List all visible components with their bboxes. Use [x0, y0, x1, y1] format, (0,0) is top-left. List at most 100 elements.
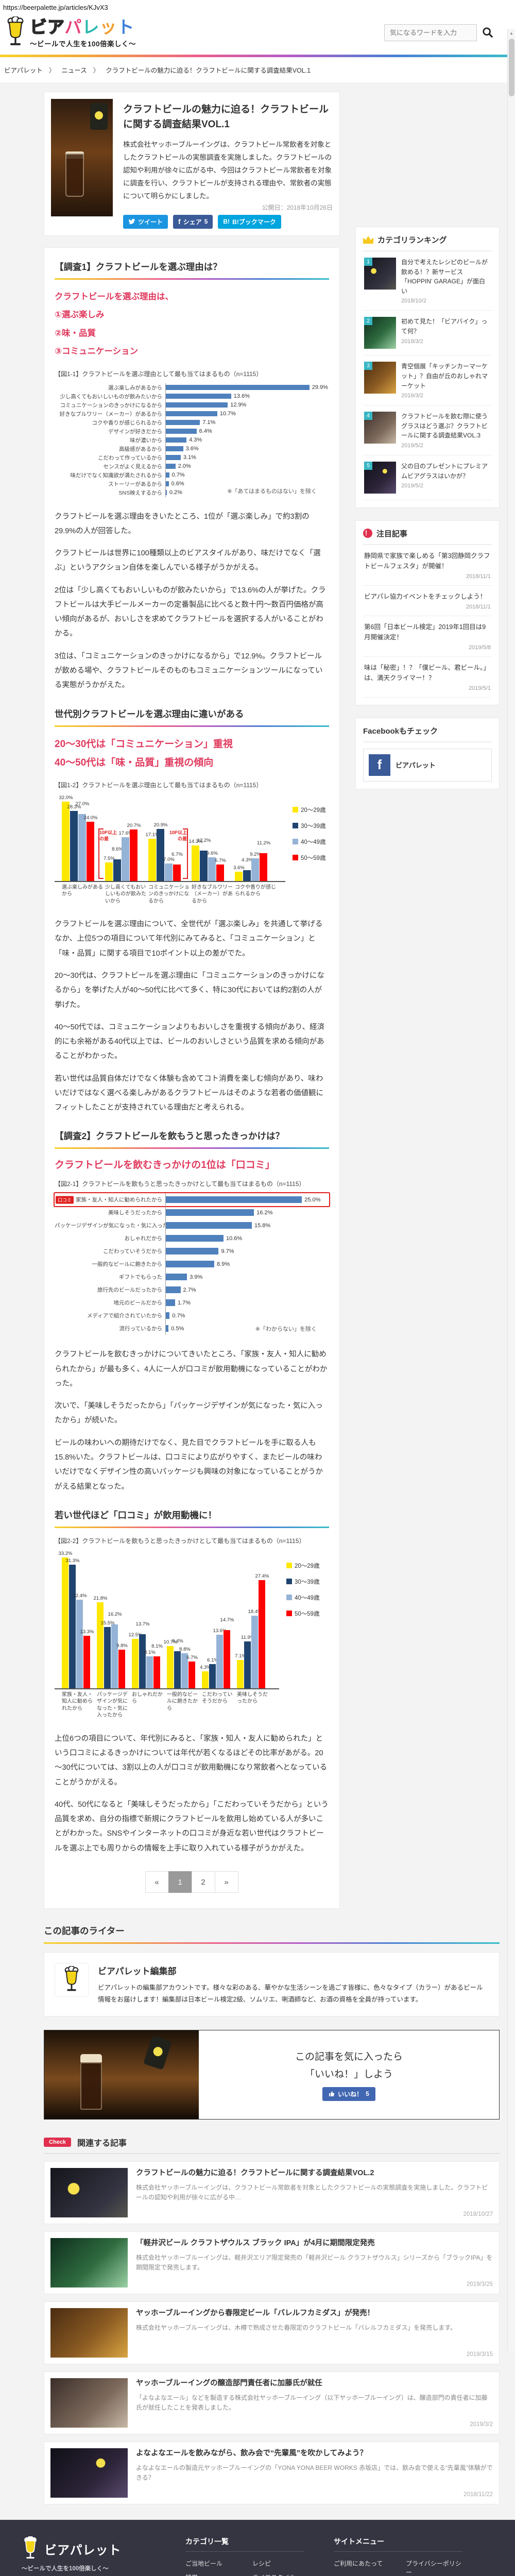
bar: [251, 1616, 258, 1688]
bar: [166, 394, 231, 399]
writer-avatar[interactable]: [55, 1963, 89, 1997]
pagination-next[interactable]: »: [215, 1871, 238, 1893]
footer-category-link[interactable]: 雑学: [185, 2573, 237, 2576]
value-label: 7.0%: [163, 857, 175, 862]
related-article-thumbnail: [50, 2378, 128, 2428]
footer-category-link[interactable]: ご当地ビール: [185, 2559, 237, 2568]
facebook-page-plugin[interactable]: f ビアパレット: [363, 749, 492, 782]
search-input[interactable]: [384, 24, 477, 41]
value-label: 10.7%: [220, 411, 236, 417]
featured-item[interactable]: 第6回「日本ビール検定」2019年1回目は9月開催決定！ 2019/5/8: [363, 616, 492, 657]
related-article-title[interactable]: ヤッホーブルーイングから春限定ビール「バレルフカミダス」が発売！: [136, 2308, 493, 2319]
ranking-item[interactable]: 4 クラフトビールを飲む際に使うグラスはどう選ぶ？クラフトビールに関する調査結果…: [363, 405, 492, 455]
ranking-item[interactable]: 1 自分で考えたレシピのビールが飲める！？新サービス「HOPPIN' GARAG…: [363, 251, 492, 311]
paragraph: 2位は「少し高くてもおいしいものが飲みたいから」で13.6%の人が挙げた。クラフ…: [55, 583, 329, 641]
bar: [166, 455, 181, 460]
related-article-card[interactable]: ヤッホーブルーイングの醸造部門責任者に加藤氏が就任 「よなよなエール」などを製造…: [44, 2371, 500, 2434]
related-article-card[interactable]: ヤッホーブルーイングから春限定ビール「バレルフカミダス」が発売！ 株式会社ヤッホ…: [44, 2301, 500, 2364]
footer-menu-link[interactable]: ご利用にあたって: [334, 2559, 390, 2576]
bar: [174, 1651, 181, 1688]
footer-tagline: ～ビールで人生を100倍楽しく～: [22, 2564, 156, 2572]
related-article-title[interactable]: クラフトビールの魅力に迫る！クラフトビールに関する調査結果VOL.2: [136, 2168, 493, 2179]
bar: [260, 853, 267, 881]
scrollbar-up-arrow[interactable]: ▲: [508, 29, 515, 36]
value-label: 33.2%: [59, 1551, 73, 1556]
value-label: 9.6%: [207, 851, 218, 856]
value-label: 8.9%: [217, 1261, 230, 1267]
facebook-page-name: ビアパレット: [396, 760, 436, 770]
hero-glass-shape: [65, 154, 84, 197]
scrollbar-thumb[interactable]: [509, 39, 514, 96]
paragraph: 40代、50代になると「美味しそうだったから」「こだわっていそうだから」という品…: [55, 1798, 329, 1856]
site-logo[interactable]: ビアパレット ～ビールで人生を100倍楽しく～: [4, 16, 136, 48]
related-article-title[interactable]: よなよなエールを飲みながら、飲み会で“先輩風”を吹かしてみよう？: [136, 2448, 493, 2460]
footer-menu-link[interactable]: プライバシーポリシー: [406, 2559, 462, 2576]
bar: [104, 1627, 111, 1688]
sidebar: カテゴリランキング 1 自分で考えたレシピのビールが飲める！？新サービス「HOP…: [355, 227, 500, 802]
diff-annotation: 10P以上の差: [99, 830, 119, 842]
ranking-item[interactable]: 5 父の日のプレゼントにプレミアムビアグラスはいかが？2019/5/2: [363, 455, 492, 500]
facebook-share-button[interactable]: f シェア 5: [173, 215, 213, 229]
related-articles-section: Check 関連する記事 クラフトビールの魅力に迫る！クラフトビールに関する調査…: [44, 2136, 500, 2504]
scrollbar[interactable]: ▲: [507, 29, 515, 2350]
footer-category-link[interactable]: ライフスタイル: [252, 2573, 304, 2576]
hatena-bookmark-button[interactable]: B! B!ブックマーク: [218, 215, 281, 229]
featured-item[interactable]: ビアパレ協力イベントをチェックしよう！ 2018/11/1: [363, 586, 492, 616]
bar: [167, 1646, 174, 1688]
bar: [166, 1235, 224, 1242]
paragraph: 40～50代では、コミュニケーションよりもおいしさを重視する傾向があり、経済的に…: [55, 1020, 329, 1064]
breadcrumb-news[interactable]: ニュース: [61, 67, 87, 74]
search-icon[interactable]: [482, 27, 493, 38]
bar-track: 4.3%: [165, 436, 329, 445]
section-underline: [55, 278, 329, 280]
related-article-card[interactable]: クラフトビールの魅力に迫る！クラフトビールに関する調査結果VOL.2 株式会社ヤ…: [44, 2161, 500, 2224]
ranking-item-date: 2019/5/2: [401, 443, 491, 449]
category-label: デザインが好きだから: [55, 428, 165, 435]
pagination-page[interactable]: 2: [192, 1871, 215, 1893]
category-label: おしゃれだから: [132, 1691, 167, 1719]
bar: [165, 863, 173, 881]
related-article-card[interactable]: よなよなエールを飲みながら、飲み会で“先輩風”を吹かしてみよう？ よなよなエール…: [44, 2442, 500, 2504]
featured-item[interactable]: 味は「秘密」！？「僕ビール、君ビール。」は、満天クライマー！？ 2019/5/1: [363, 657, 492, 698]
featured-item[interactable]: 静岡県で家族で楽しめる「第3回静岡クラフトビールフェスタ」が開催！ 2018/1…: [363, 545, 492, 586]
footer-category-link[interactable]: レシピ: [252, 2559, 304, 2568]
beer-glass-logo-icon: [22, 2536, 39, 2561]
bar: [166, 446, 183, 451]
plot: 32.0%28.3%27.0%24.0%7.5%8.6%17.6%20.7%10…: [55, 794, 285, 882]
bar: [62, 1557, 68, 1688]
chart-figure-1-1: 【図1-1】クラフトビールを選ぶ理由として最も当てはまるもの（n=1115）選ぶ…: [55, 369, 329, 497]
category-label: 地元のビールだから: [55, 1299, 165, 1307]
category-labels: 家族・友人・知人に勧められたからパッケージデザインが気になった・気に入ったからお…: [55, 1689, 279, 1719]
bar: [166, 490, 167, 495]
writer-heading: この記事のライター: [44, 1924, 500, 1937]
bar-track: 1.7%: [165, 1296, 329, 1309]
pagination-page[interactable]: 1: [168, 1871, 192, 1893]
ranking-thumbnail: 2: [364, 317, 396, 349]
related-article-card[interactable]: 「軽井沢ビール クラフトザウルス ブラック IPA」が4月に期間限定発売 株式会…: [44, 2231, 500, 2294]
pagination-prev[interactable]: «: [145, 1871, 169, 1893]
chart-title: 【図1-1】クラフトビールを選ぶ理由として最も当てはまるもの（n=1115）: [55, 369, 329, 378]
related-article-title[interactable]: ヤッホーブルーイングの醸造部門責任者に加藤氏が就任: [136, 2378, 493, 2389]
bar-track: 29.9%: [165, 383, 329, 392]
bar-group: 4.3%6.1%13.6%14.7%: [202, 1550, 231, 1688]
tweet-button[interactable]: ツイート: [123, 215, 168, 229]
featured-heading: 注目記事: [376, 528, 407, 539]
ranking-item[interactable]: 2 初めて見た！「ビアバイク」って何？2019/3/2: [363, 311, 492, 355]
facebook-like-button[interactable]: いいね！ 5: [322, 2087, 375, 2101]
chart-area: 33.2%31.3%22.4%13.3%21.8%15.5%16.2%9.8%1…: [55, 1550, 329, 1719]
legend-item: 20～29歳: [286, 1562, 320, 1570]
category-label: 高級感があるから: [55, 445, 165, 453]
breadcrumb-home[interactable]: ビアパレット: [4, 67, 43, 74]
category-label: コクや香りが感じられるから: [235, 884, 278, 905]
related-article-title[interactable]: 「軽井沢ビール クラフトザウルス ブラック IPA」が4月に期間限定発売: [136, 2238, 493, 2249]
legend-swatch: [293, 823, 298, 828]
legend-swatch: [286, 1579, 292, 1584]
like-box-image: [44, 2030, 199, 2119]
value-label: 11.2%: [257, 840, 270, 846]
section-heading-generation: 世代別クラフトビールを選ぶ理由に違いがある: [55, 707, 329, 720]
legend-swatch: [293, 807, 298, 812]
beer-glass-logo-icon: [4, 16, 27, 48]
related-article-description: 株式会社ヤッホーブルーイングは、木樽で熟成させた春限定のクラフトビール「バレルフ…: [136, 2323, 493, 2333]
